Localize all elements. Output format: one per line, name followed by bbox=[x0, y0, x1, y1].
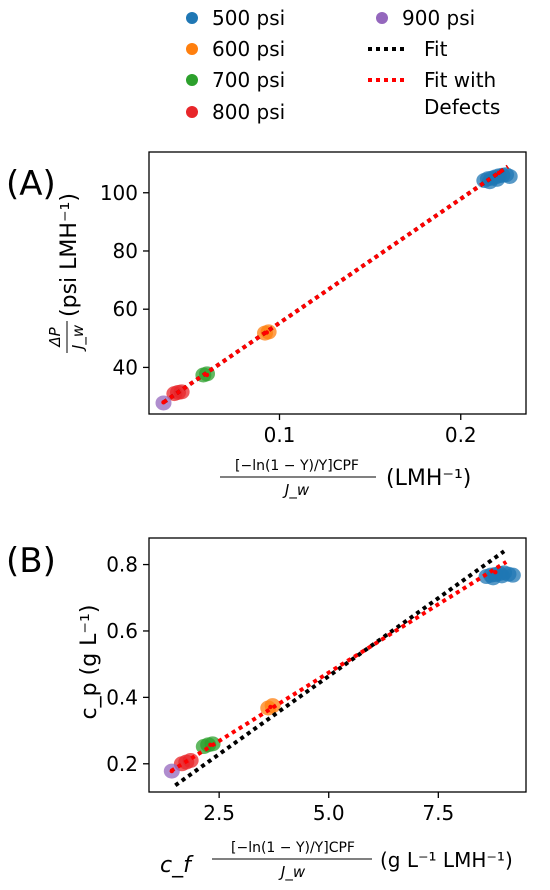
panel-a-fit-marker-4 bbox=[496, 170, 502, 176]
panel-a-y-axis-label: ΔP J_w (psi LMH⁻¹) bbox=[46, 193, 88, 353]
panel-b-plot-frame bbox=[148, 537, 527, 793]
legend-label-5: 900 psi bbox=[402, 6, 475, 30]
panel-a-y-tick-label-1: 40 bbox=[113, 355, 138, 379]
legend-label-7-line-1: Fit with bbox=[424, 68, 496, 92]
panel-a-y-tick-label-4: 100 bbox=[100, 181, 138, 205]
legend-label-3: 700 psi bbox=[212, 68, 285, 92]
legend-label-2: 600 psi bbox=[212, 37, 285, 61]
panel-b-y-tick-label-1: 0.2 bbox=[106, 752, 138, 776]
panel-b-fit-marker-1 bbox=[169, 768, 174, 774]
panel-a-fit-marker-1 bbox=[161, 400, 166, 405]
panel-b-fit-line-2 bbox=[169, 560, 508, 773]
panel-b-y-tick-label-3: 0.6 bbox=[106, 619, 138, 643]
legend-label-7-line-2: Defects bbox=[424, 95, 500, 119]
panel-a-x-label-numerator: [−ln(1 − Y)/Y]CPF bbox=[235, 458, 359, 474]
panel-a-y-label-denominator: J_w bbox=[69, 324, 88, 352]
legend-label-6: Fit bbox=[424, 37, 448, 61]
panel-a-fit-marker-3 bbox=[264, 330, 270, 335]
panel-a-y-label-unit: (psi LMH⁻¹) bbox=[57, 193, 82, 317]
panel-a: (A) 0.1 0.2 40 60 80 100 ΔP J_w (psi LMH⁻¹) [−ln(… bbox=[6, 151, 527, 500]
panel-b-y-label: c_p (g L⁻¹) bbox=[77, 605, 102, 720]
panel-b-fit-line-1 bbox=[174, 549, 506, 787]
panel-b-label: (B) bbox=[6, 541, 56, 581]
legend-marker-1 bbox=[186, 12, 198, 24]
legend-marker-4 bbox=[186, 106, 198, 118]
panel-a-label: (A) bbox=[6, 164, 56, 204]
legend-label-1: 500 psi bbox=[212, 6, 285, 30]
panel-a-y-tick-label-3: 80 bbox=[113, 239, 138, 263]
legend-label-4: 800 psi bbox=[212, 100, 285, 124]
panel-b-fit-marker-4 bbox=[493, 569, 498, 575]
panel-a-point-500-psi-10 bbox=[489, 171, 505, 187]
panel-b-fit-marker-2 bbox=[208, 742, 213, 748]
panel-b: (B) 2.5 5.0 7.5 0.2 0.4 0.6 0.8 c_p (g L⁻¹) c_f [… bbox=[6, 537, 527, 882]
legend: 500 psi 600 psi 700 psi 800 psi 900 psi Fit Fi… bbox=[186, 6, 500, 124]
panel-b-x-tick-label-3: 7.5 bbox=[422, 801, 454, 825]
panel-a-x-label-denominator: J_w bbox=[282, 481, 310, 500]
panel-b-x-label-unit: (g L⁻¹ LMH⁻¹) bbox=[380, 848, 513, 872]
panel-a-plot-frame bbox=[148, 151, 527, 415]
panel-a-fit-line-2 bbox=[162, 164, 510, 405]
panel-b-y-axis-label: c_p (g L⁻¹) bbox=[77, 605, 102, 720]
panel-a-fit-marker-2 bbox=[204, 372, 210, 378]
panel-b-fit-marker-3 bbox=[268, 704, 273, 710]
panel-b-x-label-numerator: [−ln(1 − Y)/Y]CPF bbox=[231, 840, 355, 856]
panel-b-y-tick-label-2: 0.4 bbox=[106, 685, 138, 709]
panel-a-x-axis-label: [−ln(1 − Y)/Y]CPF J_w (LMH⁻¹) bbox=[220, 458, 471, 500]
panel-a-x-tick-label-2: 0.2 bbox=[445, 423, 477, 447]
panel-a-x-tick-label-1: 0.1 bbox=[264, 423, 296, 447]
legend-marker-3 bbox=[186, 74, 198, 86]
panel-b-x-axis-label: c_f [−ln(1 − Y)/Y]CPF J_w (g L⁻¹ LMH⁻¹) bbox=[160, 840, 513, 882]
panel-b-x-tick-label-1: 2.5 bbox=[203, 801, 235, 825]
legend-marker-2 bbox=[186, 43, 198, 55]
panel-b-y-tick-label-4: 0.8 bbox=[106, 553, 138, 577]
panel-b-x-label-denominator: J_w bbox=[278, 863, 306, 882]
panel-a-y-tick-label-2: 60 bbox=[113, 297, 138, 321]
panel-a-point-500-psi-8 bbox=[501, 168, 518, 184]
panel-b-x-tick-label-2: 5.0 bbox=[313, 801, 345, 825]
panel-a-x-label-unit: (LMH⁻¹) bbox=[386, 466, 471, 491]
panel-a-y-label-numerator: ΔP bbox=[46, 326, 64, 347]
panel-b-x-label-prefix: c_f bbox=[160, 853, 194, 878]
panel-b-point-500-psi-9 bbox=[493, 568, 510, 584]
legend-marker-5 bbox=[376, 12, 388, 24]
